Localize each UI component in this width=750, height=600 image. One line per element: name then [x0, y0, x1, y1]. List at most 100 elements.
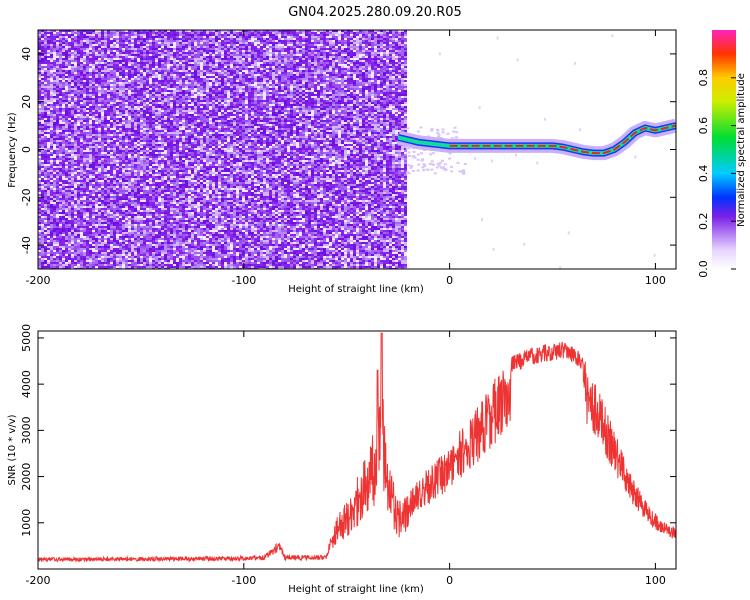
spectrogram-cell — [116, 136, 119, 138]
spectrogram-cell — [41, 38, 44, 40]
spectrogram-cell — [119, 94, 122, 96]
spectrogram-cell — [95, 150, 98, 152]
spectrogram-cell — [119, 156, 122, 158]
spectrogram-cell — [68, 144, 71, 146]
spectrogram-cell — [119, 234, 122, 236]
spectrogram-cell — [140, 192, 143, 194]
spectrogram-cell — [137, 156, 140, 158]
spectrogram-cell — [95, 190, 98, 192]
spectrogram-cell — [116, 236, 119, 238]
spectrogram-cell — [113, 144, 116, 146]
spectrogram-cell — [62, 192, 65, 194]
spectrogram-cell — [158, 132, 161, 134]
spectrogram-cell — [71, 256, 74, 258]
spectrogram-cell — [80, 130, 83, 132]
spectrogram-cell — [122, 164, 125, 166]
spectrogram-cell — [86, 200, 89, 202]
spectrogram-cell — [95, 196, 98, 198]
spectrogram-cell — [89, 130, 92, 132]
spectrogram-cell — [107, 42, 110, 44]
spectrogram-cell — [128, 226, 131, 228]
spectrogram-cell — [62, 56, 65, 58]
spectrogram-cell — [158, 66, 161, 68]
spectrogram-cell — [44, 54, 47, 56]
spectrogram-cell — [83, 210, 86, 212]
spectrogram-cell — [62, 188, 65, 190]
spectrogram-cell — [158, 34, 161, 36]
spectrogram-cell — [152, 118, 155, 120]
spectrogram-cell — [74, 138, 77, 140]
spectrogram-cell — [62, 250, 65, 252]
spectrogram-cell — [128, 58, 131, 60]
spectrogram-cell — [74, 210, 77, 212]
spectrogram-cell — [74, 164, 77, 166]
spectrogram-cell — [152, 186, 155, 188]
spectrogram-cell — [47, 242, 50, 244]
spectrogram-cell — [77, 30, 80, 32]
spectrogram-cell — [146, 76, 149, 78]
spectrogram-cell — [83, 36, 86, 38]
spectrogram-cell — [71, 66, 74, 68]
spectrogram-cell — [86, 246, 89, 248]
spectrogram-cell — [83, 44, 86, 46]
spectrogram-cell — [77, 212, 80, 214]
spectrogram-cell — [50, 262, 53, 264]
spectrogram-cell — [128, 220, 131, 222]
spectrogram-cell — [152, 64, 155, 66]
spectrogram-cell — [125, 196, 128, 198]
spectrogram-cell — [131, 178, 134, 180]
spectrogram-cell — [158, 78, 161, 80]
spectrogram-cell — [110, 40, 113, 42]
spectrogram-cell — [101, 32, 104, 34]
spectrogram-cell — [143, 260, 146, 262]
spectrogram-cell — [104, 158, 107, 160]
spectrogram-cell — [71, 214, 74, 216]
spectrogram-cell — [71, 212, 74, 214]
spectrogram-cell — [53, 192, 56, 194]
spectrogram-cell — [110, 244, 113, 246]
spectrogram-cell — [131, 252, 134, 254]
spectrogram-cell — [83, 102, 86, 104]
spectrogram-cell — [146, 238, 149, 240]
spectrogram-cell — [113, 108, 116, 110]
spectrogram-cell — [104, 38, 107, 40]
spectrogram-cell — [68, 58, 71, 60]
spectrogram-cell — [110, 254, 113, 256]
spectrogram-cell — [155, 142, 158, 144]
spectrogram-cell — [92, 262, 95, 264]
spectrogram-cell — [77, 252, 80, 254]
spectrogram-cell — [41, 206, 44, 208]
spectrogram-cell — [41, 60, 44, 62]
spectrogram-cell — [95, 106, 98, 108]
spectrogram-cell — [107, 94, 110, 96]
spectrogram-cell — [131, 216, 134, 218]
spectrogram-cell — [143, 184, 146, 186]
spectrogram-cell — [128, 252, 131, 254]
spectrogram-cell — [53, 162, 56, 164]
spectrogram-cell — [134, 236, 137, 238]
spectrogram-cell — [89, 128, 92, 130]
spectrogram-cell — [128, 46, 131, 48]
spectrogram-cell — [110, 54, 113, 56]
spectrogram-cell — [128, 92, 131, 94]
spectrogram-cell — [119, 32, 122, 34]
spectrogram-cell — [74, 166, 77, 168]
spectrogram-cell — [107, 212, 110, 214]
spectrogram-cell — [137, 184, 140, 186]
spectrogram-cell — [101, 152, 104, 154]
spectrogram-cell — [50, 66, 53, 68]
spectrogram-cell — [149, 132, 152, 134]
spectrogram-cell — [56, 94, 59, 96]
spectrogram-cell — [47, 74, 50, 76]
spectrogram-cell — [89, 214, 92, 216]
spectrogram-cell — [128, 214, 131, 216]
spectrogram-cell — [95, 154, 98, 156]
spectrogram-cell — [89, 50, 92, 52]
spectrogram-cell — [62, 170, 65, 172]
spectrogram-cell — [50, 54, 53, 56]
spectrogram-cell — [107, 258, 110, 260]
spectrogram-cell — [71, 38, 74, 40]
spectrogram-cell — [128, 174, 131, 176]
spectrogram-cell — [95, 242, 98, 244]
spectrogram-cell — [83, 118, 86, 120]
